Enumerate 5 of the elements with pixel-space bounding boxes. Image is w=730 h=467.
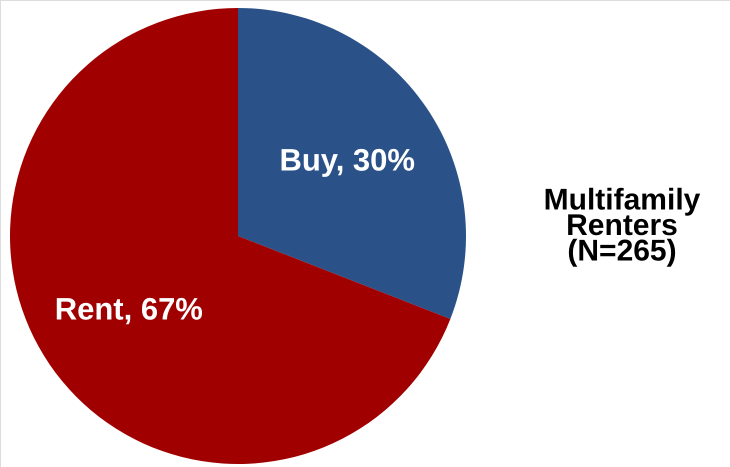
slice-label: Buy, 30%	[279, 142, 415, 178]
pie-slice	[10, 8, 450, 464]
pie-slice	[238, 8, 466, 319]
slice-label: Rent, 67%	[54, 292, 203, 327]
text: Multifamily Renters (N=265)	[544, 184, 701, 268]
